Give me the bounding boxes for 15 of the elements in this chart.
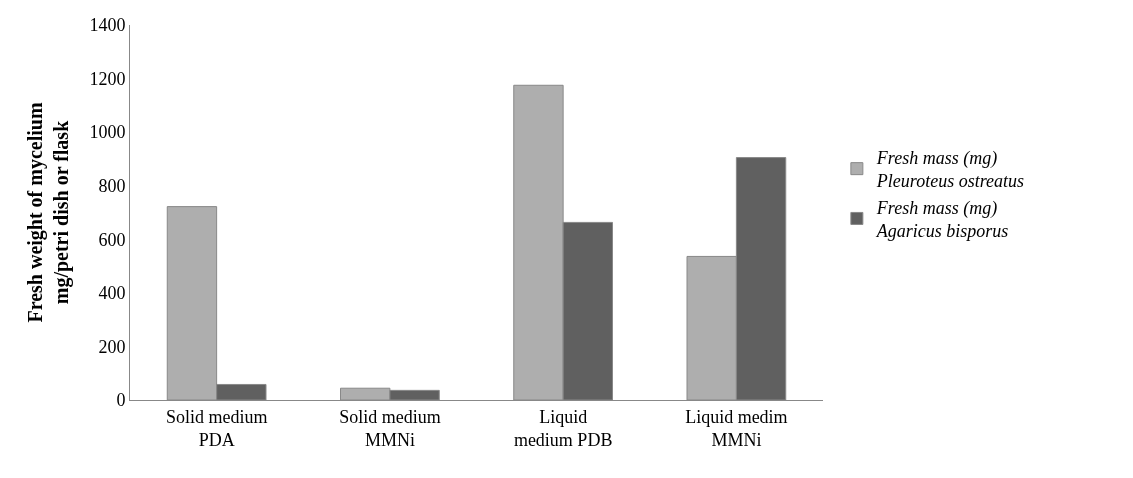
legend-label: Fresh mass (mg) Pleuroteus ostreatus — [875, 147, 1025, 192]
x-tick-label: Solid medium MMNi — [339, 406, 441, 450]
y-tick-label: 0 — [116, 390, 126, 411]
y-tick-label: 1400 — [89, 15, 126, 36]
legend-label: Fresh mass (mg) Agaricus bisporus — [875, 197, 1009, 242]
y-tick-label: 1200 — [89, 68, 126, 89]
y-tick-label: 200 — [98, 336, 126, 357]
y-tick-label: 400 — [98, 283, 126, 304]
y-tick-label: 800 — [98, 176, 126, 197]
y-axis-title: Fresh weight of mycelium mg/petri dish or flask — [23, 102, 73, 323]
y-tick-label: 1000 — [89, 122, 126, 143]
x-tick-label: Solid medium PDA — [165, 406, 268, 450]
x-tick-label: Liquid medium PDB — [513, 406, 613, 450]
y-tick-label: 600 — [98, 229, 126, 250]
x-tick-label: Liquid medim MMNi — [685, 406, 788, 450]
